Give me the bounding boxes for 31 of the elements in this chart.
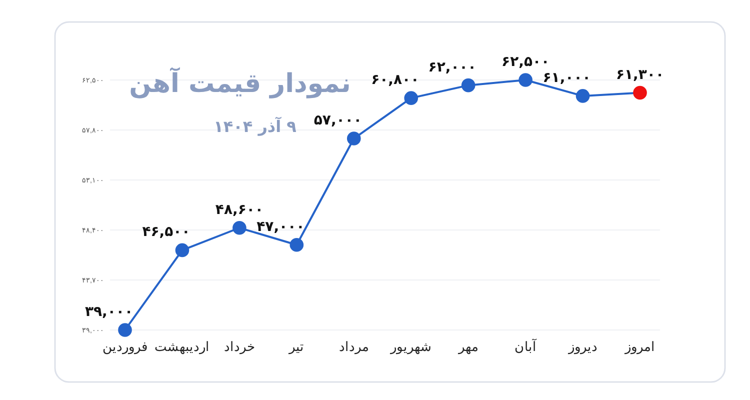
data-label: ۵۷,۰۰۰ [314, 112, 362, 129]
x-tick-label: فروردین [102, 339, 148, 356]
data-label: ۶۰,۸۰۰ [371, 72, 420, 88]
data-label: ۴۷,۰۰۰ [256, 218, 305, 235]
point [175, 243, 190, 258]
point [633, 86, 647, 100]
point [461, 78, 476, 92]
data-label: ۶۱,۰۰۰ [542, 70, 591, 86]
x-tick-label: شهریور [390, 339, 432, 356]
x-tick-label: مرداد [338, 339, 369, 356]
x-tick-label: امروز [624, 339, 655, 356]
point [576, 89, 590, 103]
data-label: ۴۸,۶۰۰ [215, 202, 264, 218]
point [290, 238, 304, 252]
x-tick-label: اردیبهشت [154, 339, 210, 356]
point [518, 73, 532, 87]
point [118, 323, 132, 337]
x-tick-label: خرداد [224, 339, 255, 356]
text: ۹ آذر ۱۴۰۴ [214, 116, 297, 136]
x-tick-label: مهر [457, 339, 478, 356]
point [232, 220, 246, 235]
data-label: ۶۱,۳۰۰ [616, 66, 664, 83]
data-label: ۴۶,۵۰۰ [142, 224, 190, 240]
point [404, 91, 418, 105]
x-tick-label: آبان [514, 338, 538, 354]
chart-title: نمودار قیمت آهن [129, 67, 351, 99]
data-label: ۶۲,۵۰۰ [502, 54, 550, 70]
x-tick-label: دیروز [567, 339, 598, 356]
data-label: ۶۲,۰۰۰ [428, 59, 476, 76]
x-tick-label: تیر [288, 339, 304, 356]
point [346, 132, 361, 146]
